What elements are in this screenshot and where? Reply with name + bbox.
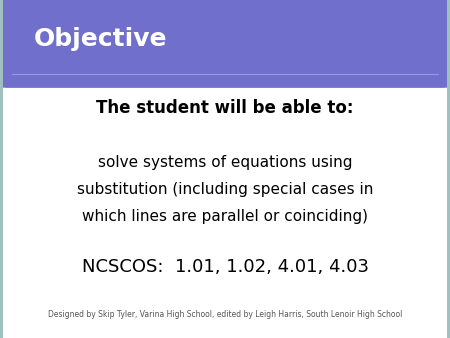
Text: Designed by Skip Tyler, Varina High School, edited by Leigh Harris, South Lenoir: Designed by Skip Tyler, Varina High Scho… [48,310,402,319]
Text: solve systems of equations using: solve systems of equations using [98,155,352,170]
Text: Objective: Objective [34,27,167,51]
Text: substitution (including special cases in: substitution (including special cases in [77,182,373,197]
Bar [7,51,443,74]
Text: which lines are parallel or coinciding): which lines are parallel or coinciding) [82,209,368,224]
FancyBboxPatch shape [0,0,450,88]
Text: NCSCOS:  1.01, 1.02, 4.01, 4.03: NCSCOS: 1.01, 1.02, 4.01, 4.03 [81,258,369,276]
Text: The student will be able to:: The student will be able to: [96,99,354,117]
